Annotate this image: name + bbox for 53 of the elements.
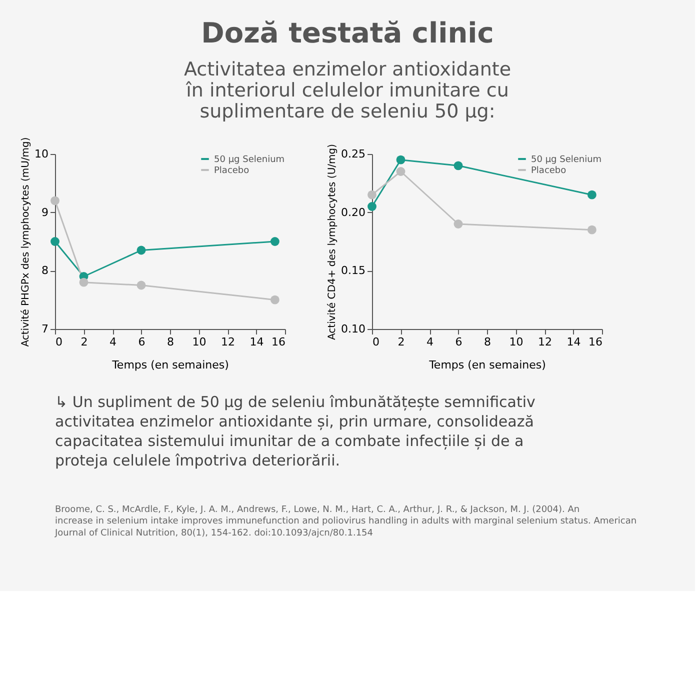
legend-label: Placebo	[214, 166, 250, 176]
point	[50, 196, 60, 206]
point	[50, 237, 60, 246]
x-tick-label: 10	[192, 336, 206, 348]
x-tick-label: 2	[398, 336, 405, 348]
x-tick-label: 8	[167, 336, 174, 348]
x-tick-label: 16	[272, 336, 286, 348]
x-tick-label: 10	[509, 336, 524, 348]
point	[368, 202, 376, 211]
y-axis-title: Activité PHGPx des lymphocytes (mU/mg)	[20, 137, 32, 347]
x-tick-label: 4	[426, 336, 434, 348]
point	[396, 155, 406, 164]
y-tick-label: 8	[42, 264, 48, 278]
y-axis-title: Activité CD4+ des lymphocytes (U/mg)	[327, 144, 338, 340]
x-axis-title: Temps (en semaines)	[428, 358, 546, 372]
y-tick-label: 10	[34, 148, 48, 160]
legend-label: 50 µg Selenium	[214, 155, 285, 165]
x-tick-label: 8	[484, 336, 491, 348]
point	[136, 246, 146, 255]
y-tick-label: 0.15	[341, 264, 366, 278]
point	[136, 280, 146, 290]
x-tick-label: 6	[138, 336, 146, 348]
x-axis-title: Temps (en semaines)	[111, 358, 229, 372]
x-tick-label: 12	[538, 336, 552, 348]
y-tick-label: 0.10	[341, 322, 366, 336]
x-tick-label: 14	[566, 336, 581, 348]
y-tick-label: 0.20	[341, 206, 366, 219]
text: Activitatea enzimelor antioxidante în interiorul celulelor imunitare cu suplimentare de seleniu 50 µg:	[184, 58, 512, 123]
x-tick-label: 14	[250, 336, 264, 348]
x-tick-label: 6	[455, 336, 462, 348]
point	[270, 295, 280, 304]
text: ↳ Un supliment de 50 µg de seleniu îmbunătățește semnificativ activitatea enzimelor antioxidante și, prin urmare, consolidează capacitatea sistemului imunitar de a combate infecțiile și de a proteja celulele împotriva deteriorării.	[55, 393, 536, 470]
x-tick-label: 12	[221, 336, 235, 348]
text: Doză testată clinic	[201, 16, 494, 50]
point	[454, 161, 463, 170]
y-tick-label: 9	[42, 206, 48, 219]
y-tick-label: 0.25	[341, 148, 366, 160]
x-tick-label: 0	[56, 336, 62, 348]
x-tick-label: 16	[588, 336, 602, 348]
x-tick-label: 0	[372, 336, 380, 348]
legend-label: 50 µg Selenium	[531, 155, 602, 165]
point	[270, 237, 280, 246]
point	[454, 220, 463, 228]
x-tick-label: 4	[110, 336, 116, 348]
text: Broome, C. S., McArdle, F., Kyle, J. A. M., Andrews, F., Lowe, N. M., Hart, C. A., Arthur, J. R., & Jackson, M. J. (2004). An increase in selenium intake improves immunefunction and poliovirus handling in adults with marginal selenium status. American Journal of Clinical Nutrition, 80(1), 154-162. doi:10.1093/ajcn/80.1.154	[54, 505, 637, 538]
point	[396, 167, 406, 176]
legend-label: Placebo	[531, 166, 567, 176]
y-tick-label: 7	[42, 322, 48, 336]
point	[587, 190, 596, 200]
point	[368, 190, 376, 200]
point	[79, 278, 88, 287]
point	[587, 225, 596, 234]
x-tick-label: 2	[80, 336, 88, 348]
